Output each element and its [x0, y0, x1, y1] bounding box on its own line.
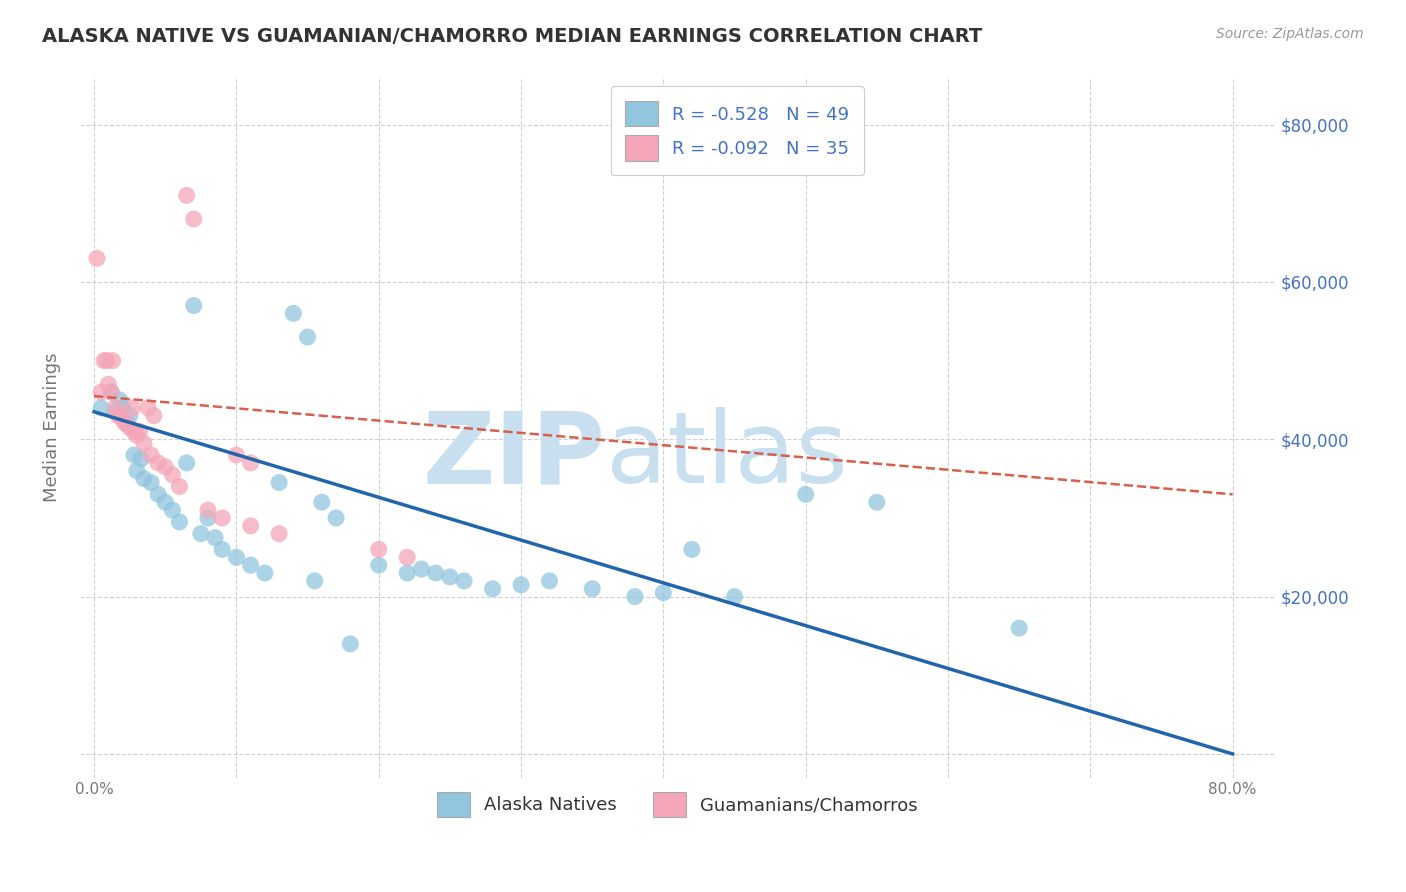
- Point: [439, 570, 461, 584]
- Legend: Alaska Natives, Guamanians/Chamorros: Alaska Natives, Guamanians/Chamorros: [430, 785, 925, 824]
- Point: [367, 542, 389, 557]
- Point: [269, 475, 291, 490]
- Point: [311, 495, 333, 509]
- Point: [681, 542, 703, 557]
- Point: [425, 566, 447, 580]
- Point: [125, 464, 148, 478]
- Text: ZIP: ZIP: [423, 407, 606, 504]
- Point: [396, 550, 419, 565]
- Point: [104, 405, 127, 419]
- Point: [139, 475, 162, 490]
- Point: [211, 511, 233, 525]
- Point: [146, 487, 169, 501]
- Point: [411, 562, 433, 576]
- Point: [581, 582, 603, 596]
- Point: [866, 495, 889, 509]
- Point: [453, 574, 475, 588]
- Y-axis label: Median Earnings: Median Earnings: [44, 352, 60, 502]
- Point: [118, 409, 141, 423]
- Point: [100, 385, 122, 400]
- Point: [169, 515, 191, 529]
- Point: [176, 188, 198, 202]
- Text: Source: ZipAtlas.com: Source: ZipAtlas.com: [1216, 27, 1364, 41]
- Point: [101, 353, 124, 368]
- Point: [121, 401, 143, 415]
- Point: [204, 531, 226, 545]
- Point: [304, 574, 326, 588]
- Point: [111, 401, 134, 415]
- Point: [624, 590, 647, 604]
- Point: [339, 637, 361, 651]
- Point: [225, 448, 247, 462]
- Point: [122, 448, 145, 462]
- Point: [325, 511, 347, 525]
- Point: [108, 392, 131, 407]
- Point: [1008, 621, 1031, 635]
- Point: [139, 448, 162, 462]
- Point: [104, 401, 127, 415]
- Point: [129, 452, 152, 467]
- Point: [128, 425, 150, 439]
- Point: [132, 472, 155, 486]
- Point: [108, 409, 131, 423]
- Point: [481, 582, 503, 596]
- Point: [269, 526, 291, 541]
- Point: [162, 503, 184, 517]
- Point: [162, 467, 184, 482]
- Point: [136, 401, 159, 415]
- Point: [97, 377, 120, 392]
- Point: [132, 436, 155, 450]
- Point: [538, 574, 561, 588]
- Point: [125, 428, 148, 442]
- Point: [239, 558, 262, 573]
- Point: [86, 252, 108, 266]
- Point: [96, 353, 118, 368]
- Point: [190, 526, 212, 541]
- Point: [115, 417, 138, 431]
- Point: [253, 566, 276, 580]
- Point: [90, 401, 112, 415]
- Point: [122, 425, 145, 439]
- Point: [111, 412, 134, 426]
- Point: [114, 417, 136, 431]
- Point: [155, 495, 177, 509]
- Text: ALASKA NATIVE VS GUAMANIAN/CHAMORRO MEDIAN EARNINGS CORRELATION CHART: ALASKA NATIVE VS GUAMANIAN/CHAMORRO MEDI…: [42, 27, 983, 45]
- Point: [652, 585, 675, 599]
- Point: [107, 409, 129, 423]
- Point: [100, 385, 122, 400]
- Point: [239, 456, 262, 470]
- Point: [239, 518, 262, 533]
- Point: [90, 385, 112, 400]
- Point: [794, 487, 817, 501]
- Point: [297, 330, 319, 344]
- Point: [197, 511, 219, 525]
- Point: [211, 542, 233, 557]
- Point: [367, 558, 389, 573]
- Point: [183, 212, 205, 227]
- Point: [169, 479, 191, 493]
- Point: [283, 306, 305, 320]
- Point: [146, 456, 169, 470]
- Point: [142, 409, 165, 423]
- Point: [118, 420, 141, 434]
- Point: [197, 503, 219, 517]
- Point: [93, 353, 115, 368]
- Point: [183, 299, 205, 313]
- Text: atlas: atlas: [606, 407, 848, 504]
- Point: [396, 566, 419, 580]
- Point: [225, 550, 247, 565]
- Point: [723, 590, 745, 604]
- Point: [510, 578, 533, 592]
- Point: [176, 456, 198, 470]
- Point: [155, 459, 177, 474]
